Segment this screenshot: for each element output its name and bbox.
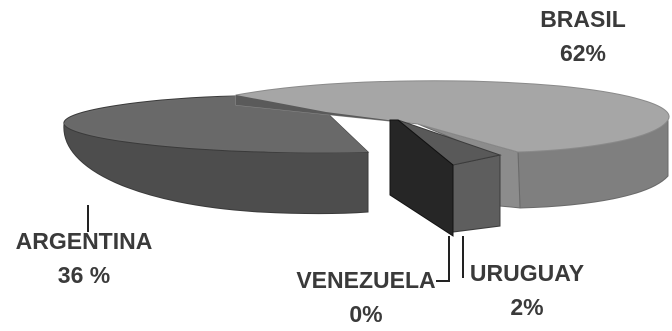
label-uruguay-value: 2% — [510, 294, 544, 320]
data-label-venezuela: VENEZUELA 0% — [292, 263, 440, 331]
label-venezuela-value: 0% — [349, 301, 383, 327]
slice-venezuela — [389, 119, 454, 237]
label-brasil-name: BRASIL — [540, 6, 626, 32]
data-label-uruguay: URUGUAY 2% — [452, 256, 602, 324]
label-argentina-name: ARGENTINA — [15, 228, 153, 254]
label-argentina-value: 36 % — [57, 262, 111, 288]
label-uruguay-name: URUGUAY — [469, 260, 585, 286]
data-label-brasil: BRASIL 62% — [528, 2, 638, 70]
pie-chart — [63, 80, 670, 282]
slice-side-uruguay — [452, 154, 501, 233]
label-brasil-value: 62% — [559, 40, 607, 66]
data-label-argentina: ARGENTINA 36 % — [4, 224, 164, 292]
leader-line-venezuela — [436, 236, 450, 282]
slice-brasil — [235, 80, 670, 153]
label-venezuela-name: VENEZUELA — [296, 267, 436, 293]
